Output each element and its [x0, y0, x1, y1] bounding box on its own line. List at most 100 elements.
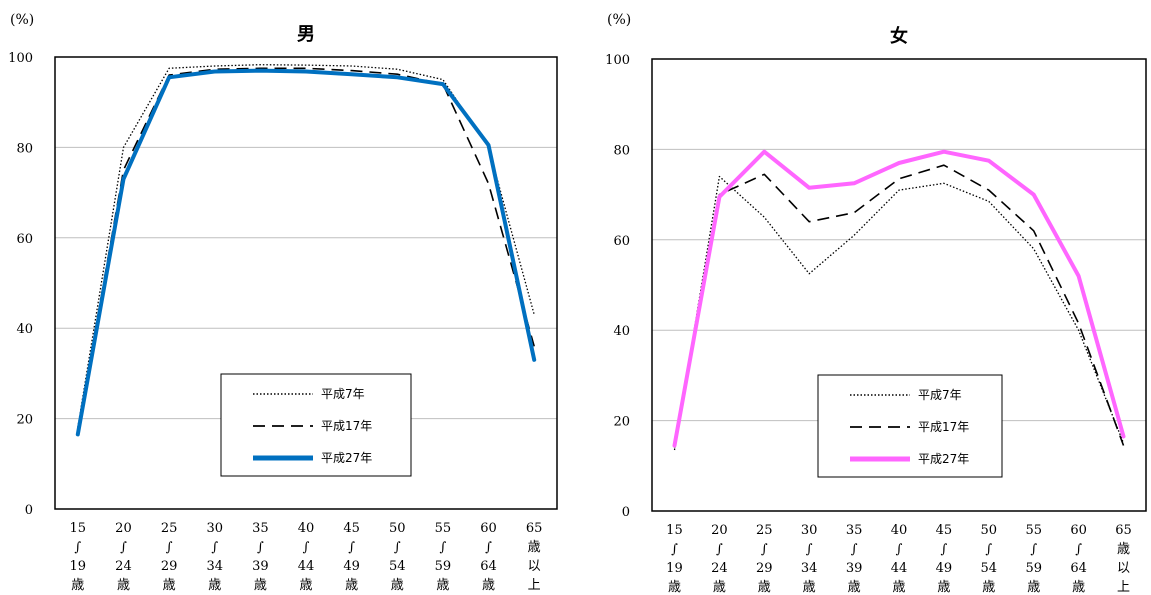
x-tick-label: ∫	[257, 540, 264, 555]
x-tick-label: 15	[666, 523, 683, 538]
x-tick-label: 35	[846, 523, 863, 538]
x-tick-label: 40	[891, 523, 908, 538]
x-tick-label: 上	[528, 578, 541, 593]
x-tick-label: ∫	[166, 540, 173, 555]
x-tick-label: 19	[70, 559, 87, 574]
y-unit-label: (%)	[10, 12, 34, 28]
plot-border	[54, 56, 558, 510]
legend-label-2: 平成17年	[918, 420, 969, 434]
x-tick-label: ∫	[896, 542, 903, 557]
x-tick-label: 60	[480, 521, 497, 536]
x-tick-label: 以	[1117, 561, 1130, 576]
x-tick-label: 30	[206, 521, 223, 536]
x-tick-label: ∫	[671, 542, 678, 557]
x-tick-label: 30	[801, 523, 818, 538]
legend-box	[817, 374, 1003, 478]
series-line-1	[673, 175, 1125, 451]
legend-label-3: 平成27年	[321, 451, 372, 465]
x-tick-label: 歳	[391, 578, 404, 593]
y-tick-label: 40	[613, 324, 630, 339]
x-tick-label: 歳	[254, 578, 267, 593]
x-tick-label: 歳	[1027, 580, 1040, 595]
x-tick-label: 49	[936, 561, 953, 576]
x-tick-label: 59	[435, 559, 452, 574]
x-tick-label: ∫	[1030, 542, 1037, 557]
x-tick-label: 歳	[848, 580, 861, 595]
y-tick-label: 0	[25, 503, 33, 518]
x-tick-label: 60	[1070, 523, 1087, 538]
x-tick-label: 24	[115, 559, 132, 574]
x-tick-label: 歳	[803, 580, 816, 595]
x-tick-label: 歳	[436, 578, 449, 593]
x-tick-label: 歳	[528, 540, 541, 555]
series-line-2	[673, 164, 1125, 448]
x-tick-label: 20	[115, 521, 132, 536]
x-tick-label: ∫	[985, 542, 992, 557]
x-tick-label: 34	[801, 561, 818, 576]
x-tick-label: 64	[480, 559, 497, 574]
x-tick-label: 25	[161, 521, 178, 536]
y-tick-label: 20	[16, 413, 33, 428]
x-tick-label: 54	[981, 561, 998, 576]
x-tick-label: 歳	[713, 580, 726, 595]
y-unit-label: (%)	[607, 12, 631, 28]
x-tick-label: 20	[711, 523, 728, 538]
x-tick-label: ∫	[716, 542, 723, 557]
plot-border	[651, 58, 1147, 512]
x-tick-label: 34	[206, 559, 223, 574]
x-tick-label: ∫	[394, 540, 401, 555]
series-line-3	[672, 149, 1126, 448]
x-tick-label: 歳	[345, 578, 358, 593]
x-tick-label: 54	[389, 559, 406, 574]
y-tick-label: 100	[605, 53, 630, 68]
x-tick-label: ∫	[806, 542, 813, 557]
series-line-3	[75, 68, 537, 437]
legend-label-2: 平成17年	[321, 419, 372, 433]
x-tick-label: ∫	[74, 540, 81, 555]
x-tick-label: 50	[389, 521, 406, 536]
x-tick-label: ∫	[440, 540, 447, 555]
y-tick-label: 60	[16, 232, 33, 247]
x-tick-label: 歳	[117, 578, 130, 593]
x-tick-label: 歳	[1117, 542, 1130, 557]
x-tick-label: 歳	[982, 580, 995, 595]
x-tick-label: 59	[1025, 561, 1042, 576]
x-tick-label: ∫	[1075, 542, 1082, 557]
x-tick-label: 55	[435, 521, 452, 536]
x-tick-label: 歳	[482, 578, 495, 593]
x-tick-label: 50	[981, 523, 998, 538]
chart-title: 女	[890, 25, 908, 47]
x-tick-label: 歳	[668, 580, 681, 595]
x-tick-label: 歳	[937, 580, 950, 595]
x-tick-label: ∫	[761, 542, 768, 557]
x-tick-label: 29	[756, 561, 773, 576]
x-tick-label: 以	[528, 559, 541, 574]
x-tick-label: 15	[70, 521, 87, 536]
x-tick-label: 55	[1025, 523, 1042, 538]
legend-label-1: 平成7年	[321, 387, 365, 401]
x-tick-label: 44	[891, 561, 908, 576]
y-tick-label: 80	[613, 143, 630, 158]
chart-female: 0 20 40 60 80 100 (%) 女 15 ∫ 19 歳 20 ∫ 24 歳 25 ∫ 29 歳 30 ∫ 34 歳…	[605, 12, 1147, 595]
series-line-1	[77, 64, 535, 428]
x-tick-label: 39	[252, 559, 269, 574]
x-tick-label: 歳	[1072, 580, 1085, 595]
x-tick-label: 65	[1115, 523, 1132, 538]
x-tick-label: 歳	[208, 578, 221, 593]
y-tick-label: 0	[622, 505, 630, 520]
x-tick-label: 65	[526, 521, 543, 536]
x-tick-label: 25	[756, 523, 773, 538]
x-tick-label: ∫	[485, 540, 492, 555]
y-tick-label: 100	[8, 51, 33, 66]
x-tick-label: ∫	[348, 540, 355, 555]
x-tick-label: 上	[1117, 580, 1130, 595]
x-tick-label: 45	[936, 523, 953, 538]
chart-title: 男	[297, 24, 315, 45]
legend-label-3: 平成27年	[918, 452, 969, 466]
x-tick-label: 44	[298, 559, 315, 574]
chart-male: 0 20 40 60 80 100 (%) 男 15 ∫ 19 歳 20 ∫ 24 歳 25 ∫ 29 歳 30 ∫ 34 歳…	[8, 12, 558, 593]
x-tick-label: 39	[846, 561, 863, 576]
x-tick-label: 歳	[758, 580, 771, 595]
x-tick-label: 24	[711, 561, 728, 576]
